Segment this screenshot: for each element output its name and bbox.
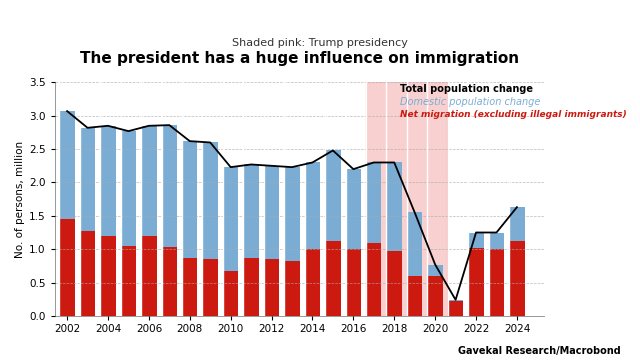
Bar xyxy=(284,261,300,316)
Bar xyxy=(243,165,259,258)
Bar xyxy=(448,300,463,301)
Bar xyxy=(387,162,402,251)
Bar xyxy=(407,212,422,276)
Bar xyxy=(325,150,340,240)
Bar xyxy=(141,236,157,316)
Text: Net migration (excluding illegal immigrants): Net migration (excluding illegal immigra… xyxy=(401,110,627,119)
Y-axis label: No. of persons, million: No. of persons, million xyxy=(15,141,25,258)
Bar xyxy=(468,248,484,316)
Bar xyxy=(202,143,218,259)
Bar xyxy=(366,243,381,316)
Bar xyxy=(468,233,484,248)
Bar xyxy=(305,162,320,249)
Bar xyxy=(284,167,300,261)
Bar xyxy=(141,126,157,236)
Bar xyxy=(428,265,443,276)
Bar xyxy=(346,169,361,249)
Bar xyxy=(60,111,75,219)
Bar xyxy=(223,270,238,316)
Bar xyxy=(346,249,361,316)
Text: Gavekal Research/Macrobond: Gavekal Research/Macrobond xyxy=(458,346,621,356)
Bar xyxy=(223,167,238,270)
Bar xyxy=(60,219,75,316)
Bar xyxy=(100,126,116,236)
Bar xyxy=(202,259,218,316)
Bar xyxy=(121,131,136,246)
Bar xyxy=(365,82,447,316)
Bar xyxy=(182,141,198,258)
Bar xyxy=(100,236,116,316)
Bar xyxy=(387,251,402,316)
Bar xyxy=(121,246,136,316)
Bar xyxy=(264,259,279,316)
Bar xyxy=(243,258,259,316)
Bar xyxy=(162,247,177,316)
Bar xyxy=(509,240,525,316)
Bar xyxy=(509,207,525,240)
Bar xyxy=(80,231,95,316)
Text: Shaded pink: Trump presidency: Shaded pink: Trump presidency xyxy=(232,38,408,48)
Bar xyxy=(489,233,504,249)
Bar xyxy=(80,128,95,231)
Bar xyxy=(366,162,381,243)
Bar xyxy=(489,249,504,316)
Bar xyxy=(407,276,422,316)
Bar xyxy=(428,276,443,316)
Bar xyxy=(305,249,320,316)
Bar xyxy=(182,258,198,316)
Bar xyxy=(264,166,279,259)
Bar xyxy=(448,301,463,316)
Text: Domestic population change: Domestic population change xyxy=(401,97,541,107)
Bar xyxy=(162,125,177,247)
Bar xyxy=(325,240,340,316)
Text: Total population change: Total population change xyxy=(401,85,533,94)
Title: The president has a huge influence on immigration: The president has a huge influence on im… xyxy=(79,51,519,66)
